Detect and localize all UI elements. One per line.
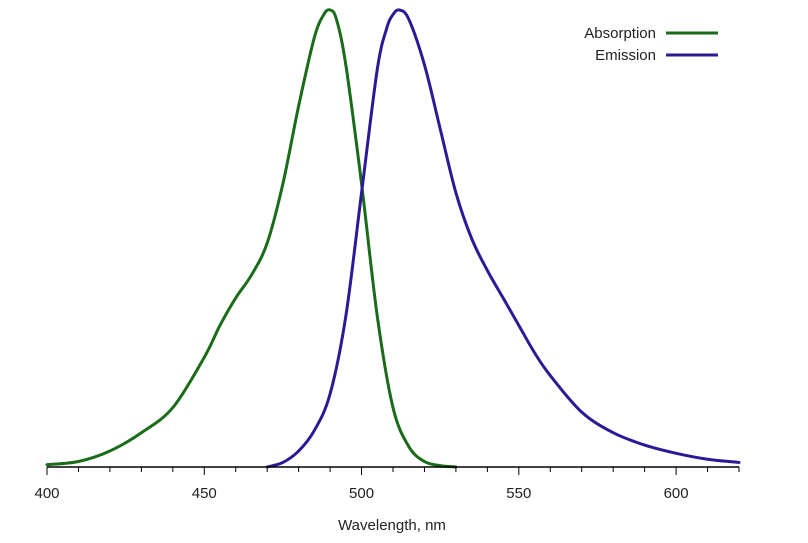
legend-label-emission: Emission (595, 47, 656, 64)
series-line-absorption (45, 8, 458, 469)
legend-label-absorption: Absorption (584, 25, 656, 42)
series-line-emission (265, 8, 741, 469)
legend: Absorption Emission (584, 25, 718, 64)
x-tick-label: 550 (506, 485, 531, 502)
x-tick-label: 400 (34, 485, 59, 502)
x-axis-ticks (46, 467, 740, 475)
x-tick-label: 600 (664, 485, 689, 502)
x-tick-label: 500 (349, 485, 374, 502)
x-tick-label: 450 (192, 485, 217, 502)
x-axis-title: Wavelength, nm (338, 517, 446, 534)
series-curves (45, 8, 741, 469)
x-axis-tick-labels: 400 450 500 550 600 (34, 485, 688, 502)
